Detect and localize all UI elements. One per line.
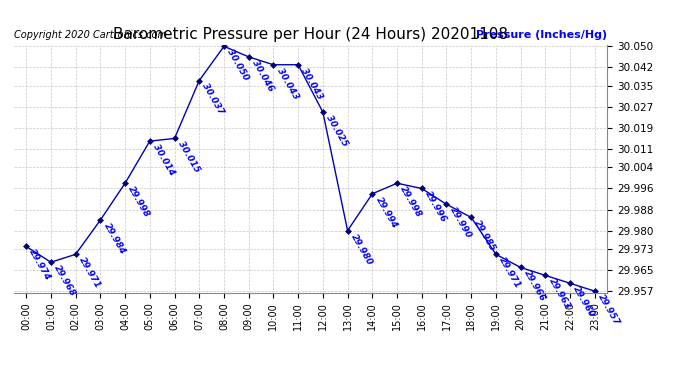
Text: 29.984: 29.984 [101, 222, 127, 256]
Text: 30.025: 30.025 [324, 114, 349, 148]
Text: 30.046: 30.046 [250, 58, 275, 93]
Text: 29.966: 29.966 [522, 269, 547, 303]
Text: 29.994: 29.994 [374, 195, 399, 230]
Text: 29.998: 29.998 [126, 184, 152, 219]
Text: 30.043: 30.043 [299, 66, 324, 100]
Text: 29.960: 29.960 [571, 285, 597, 319]
Text: 29.971: 29.971 [77, 256, 102, 290]
Text: 29.998: 29.998 [398, 184, 424, 219]
Text: 30.014: 30.014 [151, 142, 176, 177]
Text: 29.985: 29.985 [473, 219, 497, 254]
Text: 29.974: 29.974 [28, 248, 52, 282]
Text: 29.968: 29.968 [52, 264, 77, 298]
Text: 29.980: 29.980 [349, 232, 374, 267]
Text: 29.996: 29.996 [423, 190, 448, 224]
Text: 29.990: 29.990 [448, 206, 473, 240]
Text: 30.015: 30.015 [176, 140, 201, 174]
Title: Barometric Pressure per Hour (24 Hours) 20201108: Barometric Pressure per Hour (24 Hours) … [113, 27, 508, 42]
Text: 30.043: 30.043 [275, 66, 300, 100]
Text: Pressure (Inches/Hg): Pressure (Inches/Hg) [476, 30, 607, 40]
Text: Copyright 2020 Cartronics.com: Copyright 2020 Cartronics.com [14, 30, 167, 40]
Text: 29.963: 29.963 [546, 277, 572, 311]
Text: 30.037: 30.037 [201, 82, 226, 116]
Text: 29.957: 29.957 [596, 292, 621, 327]
Text: 29.971: 29.971 [497, 256, 522, 290]
Text: 30.050: 30.050 [226, 48, 250, 82]
